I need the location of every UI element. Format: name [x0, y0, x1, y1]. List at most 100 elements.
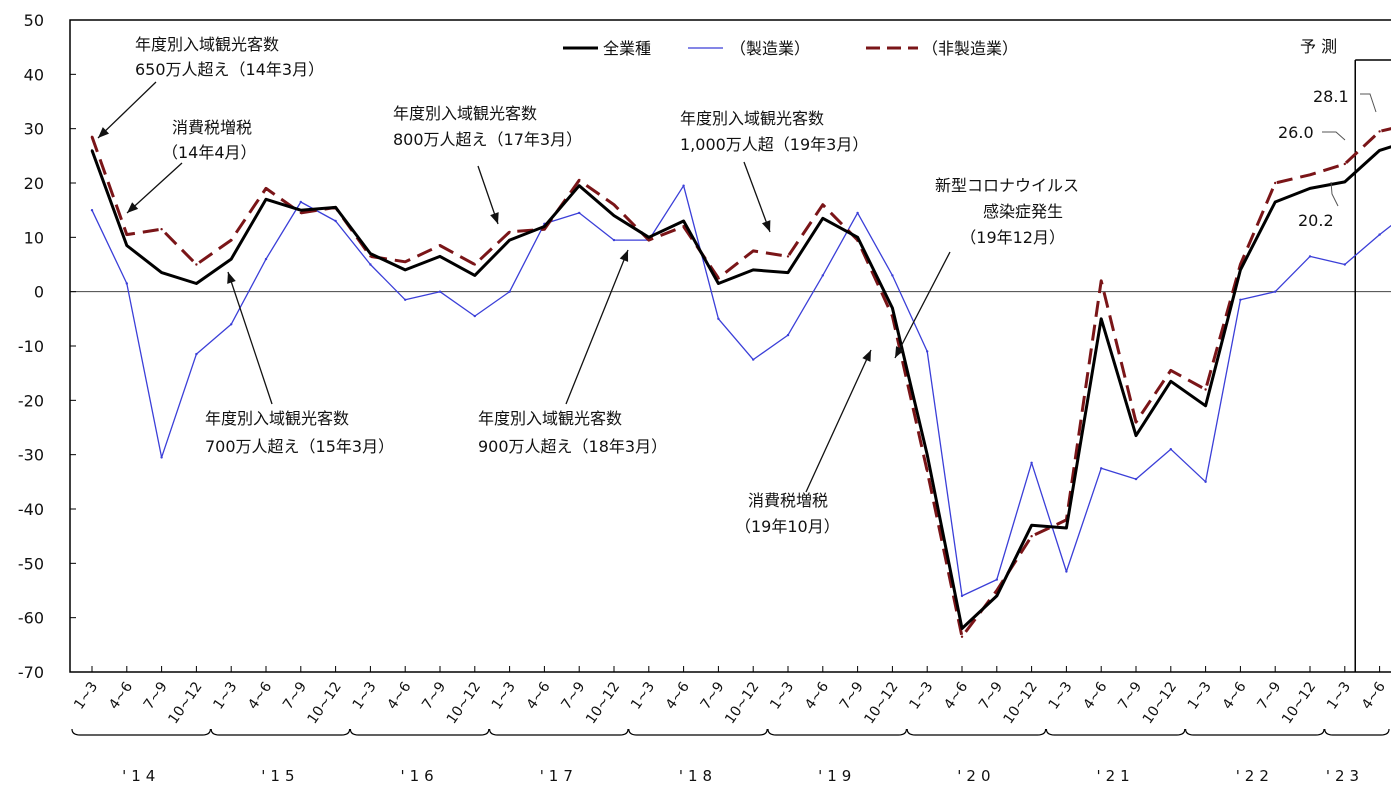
legend-label-nonmanufacturing: （非製造業） — [922, 39, 1018, 58]
annotation-arrows — [97, 81, 951, 493]
series-line-non-manufacturing-point — [160, 228, 163, 231]
series-line-all-industries-point — [1134, 434, 1138, 437]
x-tick-label: 4~6 — [106, 679, 136, 712]
series-line-non-manufacturing-point — [125, 233, 128, 236]
series-line-all-industries-point — [1308, 187, 1312, 190]
x-tick-label: 1~3 — [489, 679, 519, 712]
series-line-all-industries-point — [1169, 380, 1173, 383]
series-line-non-manufacturing-point — [717, 276, 720, 280]
series-line-manufacturing-point — [1134, 477, 1138, 481]
series-line-non-manufacturing-point — [230, 238, 233, 242]
year-bracket — [489, 728, 629, 736]
y-tick-label: 10 — [24, 228, 44, 247]
series-line-all-industries-point — [752, 268, 755, 272]
year-label: '16 — [400, 767, 438, 785]
annotations: 年度別入域観光客数 650万人超え（14年3月） 消費税増税 （14年4月） 年… — [135, 35, 1079, 536]
x-tick-label: 10~12 — [165, 679, 205, 727]
x-tick-label: 4~6 — [1359, 679, 1389, 712]
annotation-900-line2: 900万人超え（18年3月） — [478, 437, 667, 456]
series-line-manufacturing-point — [404, 298, 407, 301]
leader-260 — [1322, 131, 1346, 141]
legend: 全業種 （製造業） （非製造業） — [563, 39, 1018, 58]
x-tick-label: 10~12 — [1279, 679, 1319, 727]
x-tick-label: 10~12 — [1001, 679, 1041, 727]
forecast-value-281: 28.1 — [1313, 87, 1349, 106]
x-tick-label: 4~6 — [1220, 679, 1250, 712]
y-tick-label: 40 — [24, 65, 44, 84]
y-tick-label: -30 — [18, 446, 44, 465]
series-line-all-industries-point — [369, 252, 372, 255]
series-line-manufacturing-point — [438, 290, 442, 293]
series-line-non-manufacturing-point — [508, 230, 511, 234]
arrow-650-head — [98, 127, 110, 138]
annotation-800-line2: 800万人超え（17年3月） — [393, 130, 582, 149]
x-tick-label: 1~3 — [628, 679, 658, 712]
x-tick-label: 10~12 — [583, 679, 623, 727]
y-tick-label: -40 — [18, 500, 44, 519]
x-tick-label: 7~9 — [558, 679, 588, 712]
series-line-manufacturing-point — [1308, 255, 1312, 258]
year-label: '23 — [1326, 767, 1364, 785]
series-line-non-manufacturing-point — [1308, 173, 1312, 176]
series-line-all-industries-point — [960, 627, 964, 630]
series-line-non-manufacturing-point — [299, 211, 302, 215]
arrow-covid — [894, 251, 951, 359]
forecast-panel: 予 測 28.1 26.0 20.2 — [1278, 37, 1377, 230]
series-line-all-industries-point — [717, 282, 720, 285]
series-line-manufacturing-point — [1378, 233, 1381, 236]
x-tick-label: 4~6 — [663, 679, 693, 712]
series-line-non-manufacturing-point — [90, 135, 94, 138]
x-tick-label: 1~3 — [1046, 679, 1076, 712]
x-tick-label: 7~9 — [419, 679, 449, 712]
forecast-value-202: 20.2 — [1298, 211, 1334, 230]
series-line-manufacturing-point — [891, 274, 894, 277]
series-line-manufacturing-point — [1274, 290, 1277, 293]
series-line-manufacturing-point — [1030, 461, 1033, 464]
y-tick-label: 20 — [24, 174, 44, 193]
leader-202 — [1330, 181, 1339, 207]
series-line-manufacturing-point — [995, 578, 998, 581]
series-line-non-manufacturing-point — [369, 255, 372, 258]
leader-281 — [1360, 93, 1377, 113]
y-tick-label: -20 — [18, 391, 44, 410]
annotation-700-line2: 700万人超え（15年3月） — [205, 437, 394, 456]
series-line-all-industries-point — [1378, 149, 1381, 152]
x-tick-label: 7~9 — [1254, 679, 1284, 712]
series-line-non-manufacturing-point — [473, 263, 476, 266]
series-line-all-industries-point — [786, 271, 790, 274]
x-tick-label: 1~3 — [1185, 679, 1215, 712]
annotation-tax19-line2: （19年10月） — [735, 517, 840, 536]
series-line-all-industries-point — [264, 198, 268, 201]
series-line-all-industries-point — [995, 594, 998, 598]
year-bracket — [1045, 728, 1186, 736]
annotation-covid-line2: 感染症発生 — [983, 202, 1063, 221]
y-axis-ticks: 50 40 30 20 10 0 -10 -20 -30 -40 -50 -60 -70 — [18, 11, 76, 682]
series-line-all-industries-point — [125, 244, 128, 247]
x-tick-label: 10~12 — [722, 679, 762, 727]
series-line-manufacturing-point — [1065, 570, 1068, 573]
series-line-manufacturing-point — [960, 594, 964, 598]
series-line-all-industries-point — [404, 268, 407, 272]
series-line-all-industries-point — [1204, 404, 1207, 407]
arrow-tax19 — [805, 349, 872, 493]
y-tick-label: -70 — [18, 663, 44, 682]
series-line-non-manufacturing-point — [926, 469, 929, 473]
x-tick-label: 1~3 — [210, 679, 240, 712]
series-line-manufacturing-point — [682, 184, 685, 187]
series-line-non-manufacturing-point — [786, 255, 790, 258]
series-line-non-manufacturing-point — [682, 225, 685, 228]
y-tick-label: 0 — [34, 283, 44, 302]
series-line-all-industries-point — [195, 282, 198, 285]
series-line-manufacturing-point — [752, 358, 755, 361]
series-line-manufacturing-point — [230, 323, 233, 326]
series-line-manufacturing-point — [125, 282, 128, 285]
series-line-non-manufacturing-point — [1239, 263, 1242, 266]
arrow-900-head — [619, 250, 629, 262]
forecast-value-260: 26.0 — [1278, 123, 1314, 142]
annotation-covid-line3: （19年12月） — [960, 228, 1065, 247]
series-line-all-industries-point — [1239, 268, 1242, 272]
series-line-manufacturing-point — [264, 257, 268, 261]
series-line-non-manufacturing-point — [821, 203, 824, 206]
